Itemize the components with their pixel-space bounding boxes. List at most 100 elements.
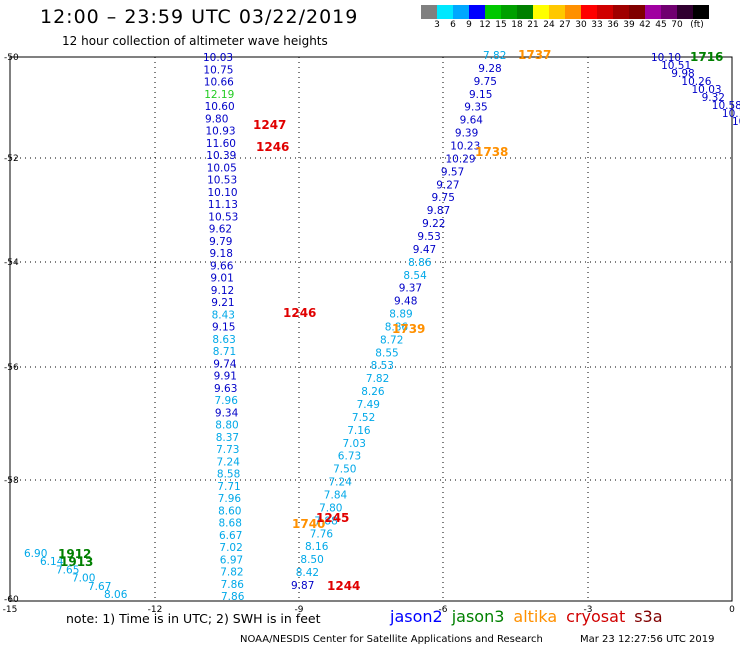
color-legend: 3 6 9 12 15 18 21 24 27 30 33 36 39 42 45 70 (ft) xyxy=(421,5,709,33)
pass-time: 1247 xyxy=(253,118,286,132)
legend-swatch xyxy=(533,5,549,19)
y-axis-label: -50 xyxy=(4,53,19,63)
timestamp: Mar 23 12:27:56 UTC 2019 xyxy=(580,634,715,645)
swh-value: 9.18 xyxy=(210,248,233,260)
swh-value: 10.53 xyxy=(207,175,237,187)
legend-swatch xyxy=(453,5,469,19)
swh-value: 9.39 xyxy=(455,128,478,140)
swh-value: 9.37 xyxy=(399,283,422,295)
satellite-cryosat: cryosat xyxy=(566,607,626,626)
swh-value: 7.96 xyxy=(218,493,242,505)
grid-lines xyxy=(10,57,732,601)
pass-time: 1913 xyxy=(60,555,93,569)
page-subtitle: 12 hour collection of altimeter wave hei… xyxy=(62,34,328,48)
legend-swatch xyxy=(485,5,501,19)
legend-label: 36 xyxy=(607,20,619,30)
swh-value: 7.86 xyxy=(221,591,245,603)
swh-value: 10 xyxy=(732,116,740,128)
swh-value: 9.34 xyxy=(215,407,239,419)
swh-value: 9.62 xyxy=(209,224,232,236)
satellite-jason2: jason2 xyxy=(390,607,443,626)
swh-value: 9.80 xyxy=(205,113,228,125)
swh-value: 10.03 xyxy=(203,52,233,64)
swh-value: 9.87 xyxy=(291,580,314,592)
legend-swatch xyxy=(629,5,645,19)
swh-value: 10.53 xyxy=(208,211,238,223)
legend-label: 3 xyxy=(434,20,440,30)
swh-value: 8.43 xyxy=(212,309,235,321)
swh-value: 9.53 xyxy=(417,231,440,243)
credit-text: NOAA/NESDIS Center for Satellite Applica… xyxy=(240,634,543,645)
swh-value: 8.58 xyxy=(217,469,240,481)
swh-value: 9.87 xyxy=(427,205,450,217)
swh-value: 8.72 xyxy=(380,334,403,346)
y-axis-label: -56 xyxy=(4,363,19,373)
swh-value: 11.60 xyxy=(206,138,236,150)
swh-value: 9.64 xyxy=(460,115,484,127)
satellite-legend: jason2 jason3 altika cryosat s3a xyxy=(390,607,672,626)
legend-swatch xyxy=(549,5,565,19)
swh-value: 9.74 xyxy=(213,358,237,370)
swh-value: 10.1 xyxy=(722,108,740,120)
pass-time: 1738 xyxy=(475,145,508,159)
swh-value: 6.14 xyxy=(40,556,64,568)
swh-value: 7.73 xyxy=(216,444,239,456)
legend-label: 70 xyxy=(671,20,683,30)
legend-label: 9 xyxy=(466,20,472,30)
swh-value: 9.79 xyxy=(209,236,232,248)
swh-value: 7.67 xyxy=(88,581,111,593)
swh-value: 8.63 xyxy=(212,334,235,346)
x-axis-label: -3 xyxy=(584,605,593,615)
map-frame xyxy=(9,56,733,602)
swh-value: 7.82 xyxy=(483,50,506,62)
swh-value: 7.65 xyxy=(56,564,79,576)
swh-value: 9.63 xyxy=(214,383,237,395)
satellite-s3a: s3a xyxy=(634,607,663,626)
swh-value: 10.10 xyxy=(651,52,681,64)
legend-swatch xyxy=(661,5,677,19)
satellite-jason3: jason3 xyxy=(451,607,505,626)
legend-label: 18 xyxy=(511,20,523,30)
swh-value: 7.52 xyxy=(352,412,375,424)
swh-value: 8.71 xyxy=(213,346,236,358)
swh-value: 7.49 xyxy=(357,399,380,411)
legend-swatch xyxy=(437,5,453,19)
legend-swatch xyxy=(469,5,485,19)
swh-value: 7.24 xyxy=(329,477,353,489)
swh-value: 10.60 xyxy=(205,101,235,113)
swh-value: 9.15 xyxy=(212,322,235,334)
swh-value: 9.15 xyxy=(469,89,492,101)
legend-swatch xyxy=(581,5,597,19)
swh-value: 8.68 xyxy=(219,518,242,530)
swh-value: 8.37 xyxy=(216,432,239,444)
swh-value: 7.76 xyxy=(310,528,334,540)
swh-value: 7.84 xyxy=(324,490,348,502)
swh-value: 9.01 xyxy=(210,273,233,285)
swh-value: 10.58 xyxy=(712,100,740,112)
swh-value: 7.82 xyxy=(366,373,389,385)
swh-value: 8.06 xyxy=(104,589,128,601)
swh-value: 10.51 xyxy=(661,60,691,72)
swh-value: 8.53 xyxy=(371,360,394,372)
page-title: 12:00 – 23:59 UTC 03/22/2019 xyxy=(40,6,359,28)
legend-swatch xyxy=(421,5,437,19)
swh-value: 7.50 xyxy=(333,464,356,476)
swh-value: 7.71 xyxy=(217,481,240,493)
swh-value: 9.98 xyxy=(671,68,694,80)
swh-value: 9.21 xyxy=(211,297,234,309)
swh-value: 7.03 xyxy=(343,438,366,450)
swh-value: 9.35 xyxy=(464,102,487,114)
x-axis-label: -9 xyxy=(295,605,304,615)
observation-labels: 10.0310.7510.6612.1910.609.8010.9311.601… xyxy=(24,50,740,603)
swh-value: 10.23 xyxy=(450,141,480,153)
swh-value: 8.54 xyxy=(403,270,427,282)
legend-swatch xyxy=(677,5,693,19)
x-axis-label: 0 xyxy=(729,605,735,615)
swh-value: 7.86 xyxy=(221,579,245,591)
legend-swatch xyxy=(565,5,581,19)
swh-value: 6.90 xyxy=(24,548,47,560)
swh-value: 7.00 xyxy=(72,573,95,585)
swh-value: 8.89 xyxy=(389,309,412,321)
legend-label: 15 xyxy=(495,20,507,30)
